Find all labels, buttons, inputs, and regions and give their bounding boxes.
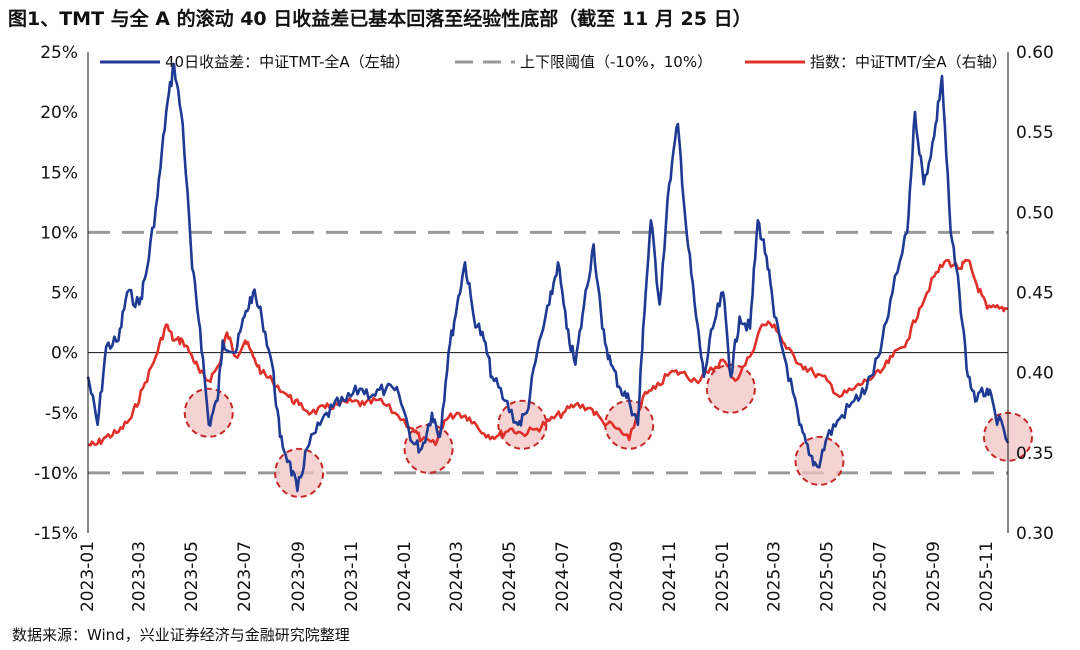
- x-tick-label: 2023-05: [182, 541, 202, 612]
- y-right-tick-label: 0.45: [1016, 284, 1054, 304]
- y-left-tick-label: 0%: [51, 344, 78, 364]
- bottom-marker-circle: [403, 423, 454, 474]
- x-tick-label: 2024-05: [500, 541, 520, 612]
- x-tick-label: 2025-03: [764, 541, 784, 612]
- y-left-tick-label: 10%: [40, 223, 78, 243]
- y-right-tick-label: 0.50: [1016, 203, 1054, 223]
- y-left-tick-label: -10%: [34, 464, 78, 484]
- bottom-marker-layer: [183, 363, 1033, 498]
- y-left-tick-label: 25%: [40, 43, 78, 63]
- x-tick-label: 2025-09: [924, 541, 944, 612]
- y-left-tick-label: 5%: [51, 284, 78, 304]
- x-tick-label: 2025-05: [817, 541, 837, 612]
- series-layer: [86, 62, 1010, 493]
- y-left-tick-label: -5%: [45, 404, 78, 424]
- x-tick-label: 2024-09: [607, 541, 627, 612]
- grid-layer: [88, 230, 1008, 475]
- source-note: 数据来源：Wind，兴业证券经济与金融研究院整理: [12, 626, 350, 644]
- x-tick-label: 2023-11: [342, 541, 362, 612]
- y-left-tick-label: 15%: [40, 163, 78, 183]
- x-tick-label: 2024-11: [660, 541, 680, 612]
- y-right-tick-label: 0.55: [1016, 123, 1054, 143]
- x-tick-label: 2025-01: [713, 541, 733, 612]
- x-tick-label: 2024-07: [553, 541, 573, 612]
- spread-series-line: [86, 62, 1010, 493]
- bottom-marker-circle: [497, 399, 548, 450]
- legend-label-ratio: 指数：中证TMT/全A（右轴）: [810, 53, 1007, 71]
- bottom-marker-circle: [274, 447, 325, 498]
- y-left-tick-label: 20%: [40, 103, 78, 123]
- x-tick-label: 2024-03: [447, 541, 467, 612]
- legend-label-spread: 40日收益差：中证TMT-全A（左轴）: [165, 53, 410, 71]
- legend: 40日收益差：中证TMT-全A（左轴） 上下限阈值（-10%，10%） 指数：中…: [100, 53, 1007, 71]
- x-tick-label: 2023-01: [78, 541, 98, 612]
- x-tick-label: 2025-11: [977, 541, 997, 612]
- legend-label-band: 上下限阈值（-10%，10%）: [520, 53, 712, 71]
- axis-layer: -15% -10% -5% 0% 5% 10% 15% 20% 25% 0.30 0.35 0.40 0…: [34, 43, 1054, 612]
- y-left-tick-label: -15%: [34, 524, 78, 544]
- x-tick-label: 2023-03: [129, 541, 149, 612]
- bottom-marker-circle: [705, 363, 756, 414]
- chart-title: 图1、TMT 与全 A 的滚动 40 日收益差已基本回落至经验性底部（截至 11…: [8, 8, 752, 30]
- x-tick-label: 2025-07: [870, 541, 890, 612]
- y-right-tick-label: 0.40: [1016, 364, 1054, 384]
- x-tick-label: 2023-09: [289, 541, 309, 612]
- y-right-tick-label: 0.35: [1016, 444, 1054, 464]
- x-tick-label: 2024-01: [395, 541, 415, 612]
- y-right-tick-label: 0.30: [1016, 524, 1054, 544]
- x-tick-label: 2023-07: [235, 541, 255, 612]
- y-right-tick-label: 0.60: [1016, 43, 1054, 63]
- ratio-series-line: [87, 258, 1009, 447]
